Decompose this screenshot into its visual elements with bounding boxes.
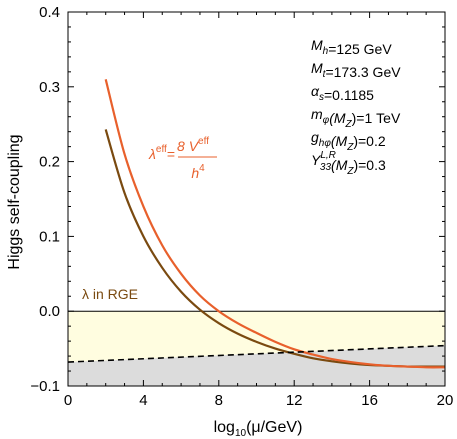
parameter-sup: L,R (320, 150, 336, 161)
parameter-symbol: α (311, 83, 320, 99)
parameter-symbol: M (311, 37, 323, 53)
lambda-eff-equals: = (167, 146, 175, 162)
parameter-value: =125 GeV (328, 41, 392, 57)
parameter-symbol: g (311, 129, 319, 145)
lambda-eff-denominator: h4 (191, 163, 205, 181)
parameter-sub: 33 (320, 162, 332, 173)
x-tick-label: 20 (437, 392, 454, 409)
x-axis-label-log: log (214, 419, 235, 436)
parameter-item: Mt=173.3 GeV (311, 60, 401, 80)
lambda-eff-lhs: λeff= (148, 144, 175, 162)
parameter-sub: s (319, 92, 324, 103)
series-line-lambda_eff (104, 79, 446, 369)
lambda-eff-num-sup: eff (198, 136, 209, 147)
x-tick-label: 8 (215, 392, 223, 409)
parameter-arg: (M (329, 110, 346, 126)
parameter-value: )=1 TeV (352, 110, 401, 126)
stability-boundary-line (67, 344, 446, 363)
x-axis-label: log10(μ/GeV) (214, 419, 303, 439)
parameter-arg-sub: Z (346, 142, 354, 153)
y-tick-label: 0.1 (39, 228, 60, 245)
lambda-eff-numerator: 8 Veff (177, 136, 209, 154)
x-axis-label-base: 10 (235, 428, 247, 439)
parameter-item: Mh=125 GeV (311, 37, 392, 57)
y-tick-label: 0.0 (39, 303, 60, 320)
y-tick-label: 0.4 (39, 4, 60, 21)
parameter-arg: (M (331, 157, 348, 173)
parameter-sub: φ (323, 115, 330, 126)
parameter-sub: h (323, 46, 329, 57)
parameter-sub: t (323, 69, 327, 80)
parameter-arg-sub: Z (346, 166, 354, 177)
unstable-region (68, 345, 445, 386)
x-tick-label: 12 (286, 392, 303, 409)
parameter-value: =0.1185 (324, 87, 374, 103)
parameter-value: =173.3 GeV (325, 64, 401, 80)
x-tick-label: 0 (64, 392, 72, 409)
y-tick-label: 0.2 (39, 154, 60, 171)
lambda-eff-num-text: 8 V (177, 138, 200, 154)
x-axis-label-arg: (μ/GeV) (246, 419, 302, 436)
lambda-eff-den-text: h (191, 165, 199, 181)
y-tick-label: −0.1 (30, 378, 60, 395)
y-tick-label: 0.3 (39, 79, 60, 96)
series-lines (67, 79, 446, 369)
lambda-eff-symbol: λ (148, 146, 156, 162)
parameter-item: YL,R 33(MZ)=0.3 (311, 150, 386, 177)
y-axis-label: Higgs self-coupling (6, 134, 23, 269)
lambda-eff-annotation: λeff= 8 Veff h4 (148, 136, 217, 181)
parameter-item: mφ(MZ)=1 TeV (311, 106, 401, 130)
x-tick-label: 16 (361, 392, 378, 409)
parameter-value: )=0.3 (353, 157, 386, 173)
parameter-sub: hφ (319, 138, 332, 149)
parameter-symbol: m (311, 106, 323, 122)
parameter-symbol: Y (311, 152, 322, 168)
parameter-item: ghφ(MZ)=0.2 (311, 129, 386, 153)
lambda-rge-annotation: λ in RGE (82, 286, 138, 302)
x-tick-label: 4 (139, 392, 147, 409)
parameter-item: αs=0.1185 (311, 83, 374, 103)
parameter-arg-sub: Z (345, 119, 353, 130)
parameter-arg: (M (331, 133, 348, 149)
parameter-symbol: M (311, 60, 323, 76)
parameter-value: )=0.2 (353, 133, 386, 149)
axis-ticks: 0 4 8 12 16 20 −0.1 0.0 0.1 0.2 0.3 0.4 (30, 4, 453, 409)
lambda-eff-den-sup: 4 (199, 163, 205, 174)
lambda-eff-sup: eff (156, 144, 167, 155)
